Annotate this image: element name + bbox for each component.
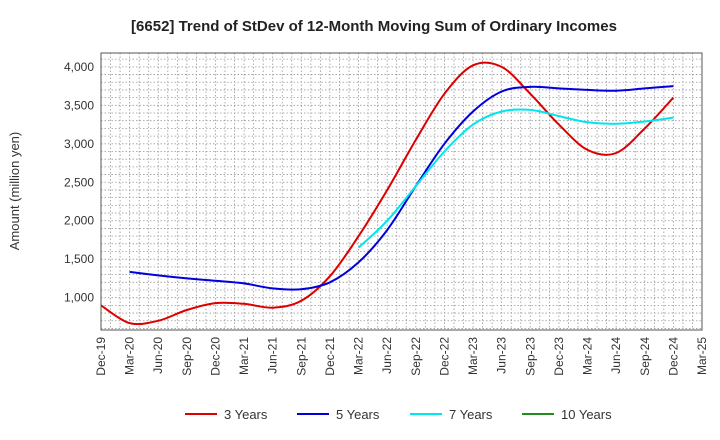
x-tick-label: Sep-23 <box>523 337 537 376</box>
series-line-5-years <box>129 85 674 291</box>
x-tick-label: Sep-22 <box>409 337 423 376</box>
legend-label-5-years: 5 Years <box>336 407 380 422</box>
x-tick-label: Mar-25 <box>695 337 709 375</box>
y-tick-label: 2,500 <box>64 175 94 189</box>
y-tick-label: 4,000 <box>64 60 94 74</box>
series-group <box>100 61 675 326</box>
y-tick-label: 1,500 <box>64 252 94 266</box>
x-tick-label: Dec-21 <box>323 337 337 376</box>
x-tick-labels: Dec-19 Mar-20 Jun-20 Sep-20 Dec-20 Mar-21 Jun-… <box>94 337 709 376</box>
series-line-7-years <box>357 108 674 249</box>
x-tick-label: Dec-22 <box>437 337 451 376</box>
x-tick-label: Mar-23 <box>466 337 480 375</box>
x-tick-label: Mar-20 <box>123 337 137 375</box>
y-tick-labels: 1,000 1,500 2,000 2,500 3,000 3,500 4,000 <box>64 60 94 305</box>
series-line-3-years <box>100 61 675 326</box>
x-tick-label: Jun-23 <box>495 337 509 374</box>
x-tick-label: Mar-22 <box>352 337 366 375</box>
x-tick-label: Mar-24 <box>581 337 595 375</box>
x-tick-label: Dec-24 <box>666 337 680 376</box>
x-tick-label: Jun-21 <box>266 337 280 374</box>
y-tick-label: 3,500 <box>64 98 94 112</box>
x-tick-label: Dec-19 <box>94 337 108 376</box>
legend-label-3-years: 3 Years <box>224 407 268 422</box>
chart-title: [6652] Trend of StDev of 12-Month Moving… <box>131 18 617 35</box>
y-tick-label: 1,000 <box>64 291 94 305</box>
grid <box>101 53 702 330</box>
x-tick-label: Jun-20 <box>151 337 165 374</box>
x-tick-label: Mar-21 <box>237 337 251 375</box>
x-tick-label: Sep-21 <box>294 337 308 376</box>
legend-label-7-years: 7 Years <box>449 407 493 422</box>
legend-label-10-years: 10 Years <box>561 407 612 422</box>
x-tick-label: Sep-20 <box>180 337 194 376</box>
x-tick-label: Sep-24 <box>638 337 652 376</box>
x-tick-label: Dec-23 <box>552 337 566 376</box>
y-tick-label: 3,000 <box>64 137 94 151</box>
plot-frame <box>100 52 703 331</box>
y-axis-label: Amount (million yen) <box>7 132 22 251</box>
legend: 3 Years 5 Years 7 Years 10 Years <box>185 407 612 422</box>
x-tick-label: Jun-24 <box>609 337 623 374</box>
y-tick-label: 2,000 <box>64 214 94 228</box>
x-tick-label: Dec-20 <box>208 337 222 376</box>
x-tick-label: Jun-22 <box>380 337 394 374</box>
